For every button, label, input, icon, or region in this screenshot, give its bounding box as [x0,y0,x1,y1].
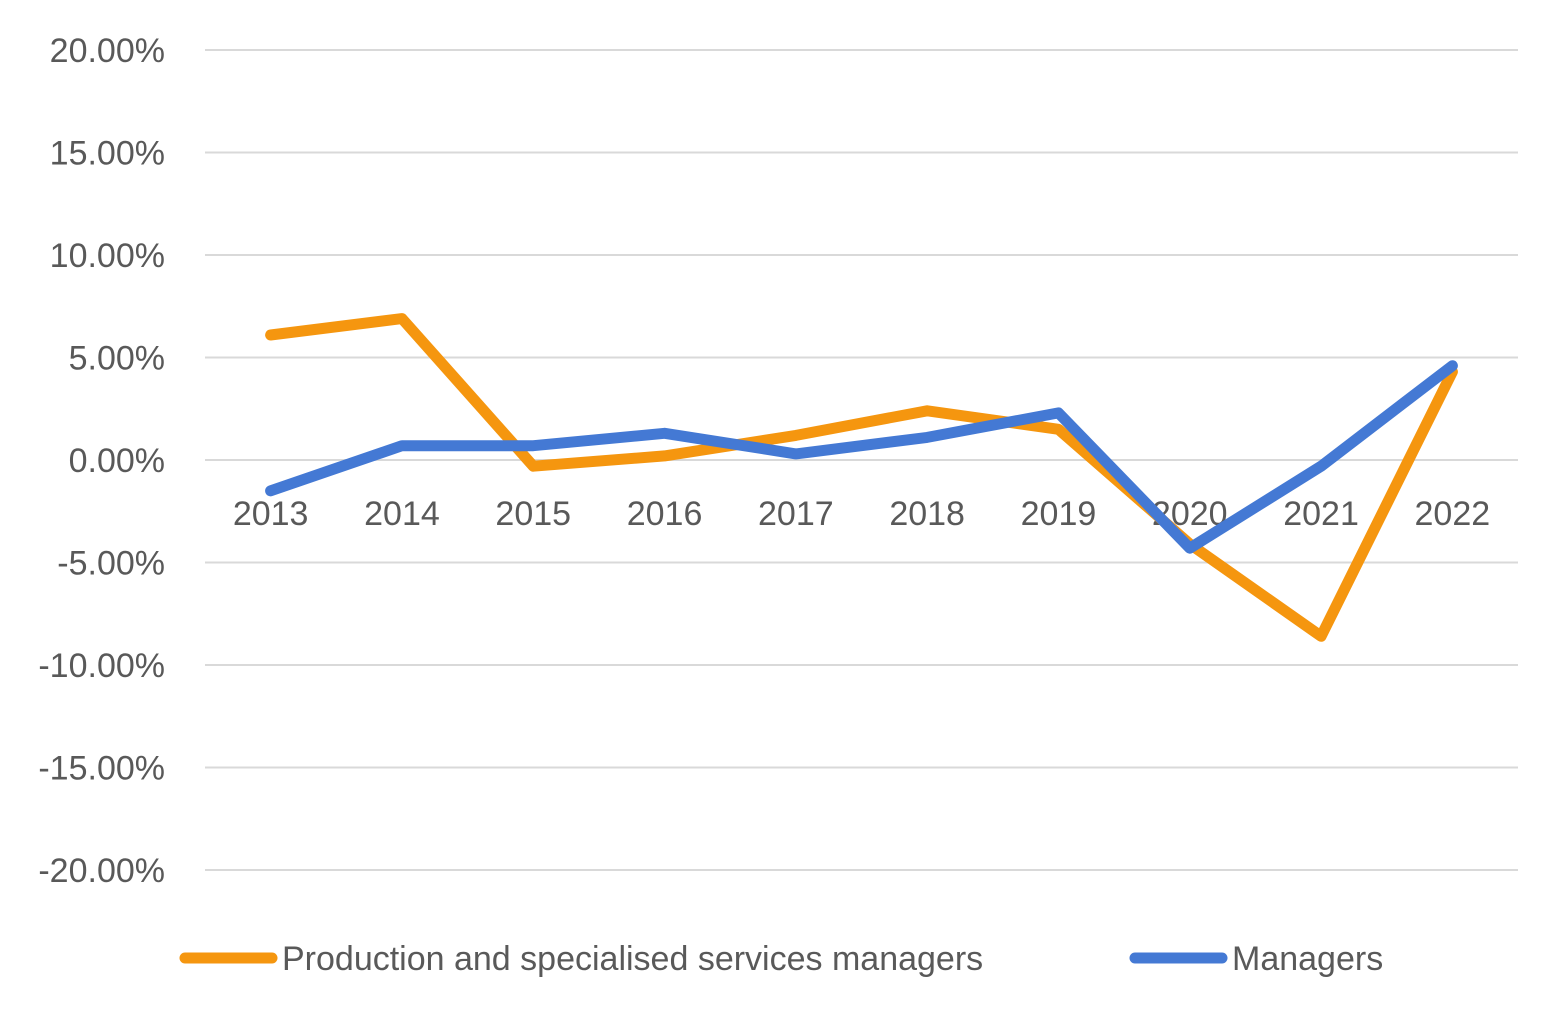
x-tick-label: 2016 [627,495,703,533]
x-tick-label: 2013 [233,495,309,533]
y-tick-label: -20.00% [38,852,165,890]
x-tick-label: 2014 [364,495,440,533]
x-tick-label: 2019 [1021,495,1097,533]
legend-label: Production and specialised services mana… [282,940,983,978]
gridlines [205,49,1518,871]
x-axis-tick-labels: 2013 2014 2015 2016 2017 2018 2019 2020 2021 2022 [233,495,1490,533]
legend-label: Managers [1232,940,1383,978]
x-tick-label: 2021 [1283,495,1359,533]
legend: Production and specialised services mana… [179,940,1383,978]
y-tick-label: 0.00% [69,442,165,480]
y-tick-label: -15.00% [38,750,165,788]
x-tick-label: 2017 [758,495,834,533]
x-tick-label: 2022 [1415,495,1491,533]
series-lines [265,313,1458,642]
y-tick-label: -5.00% [57,545,165,583]
x-tick-label: 2018 [889,495,965,533]
y-tick-label: 5.00% [69,340,165,378]
y-tick-label: -10.00% [38,647,165,685]
y-tick-label: 15.00% [50,135,165,173]
series-line-managers [265,360,1458,554]
x-tick-label: 2015 [495,495,571,533]
y-axis-tick-labels: -20.00% -15.00% -10.00% -5.00% 0.00% 5.00% 10.… [38,32,165,890]
y-tick-label: 20.00% [50,32,165,70]
y-tick-label: 10.00% [50,237,165,275]
series-line-production-managers [265,313,1458,642]
